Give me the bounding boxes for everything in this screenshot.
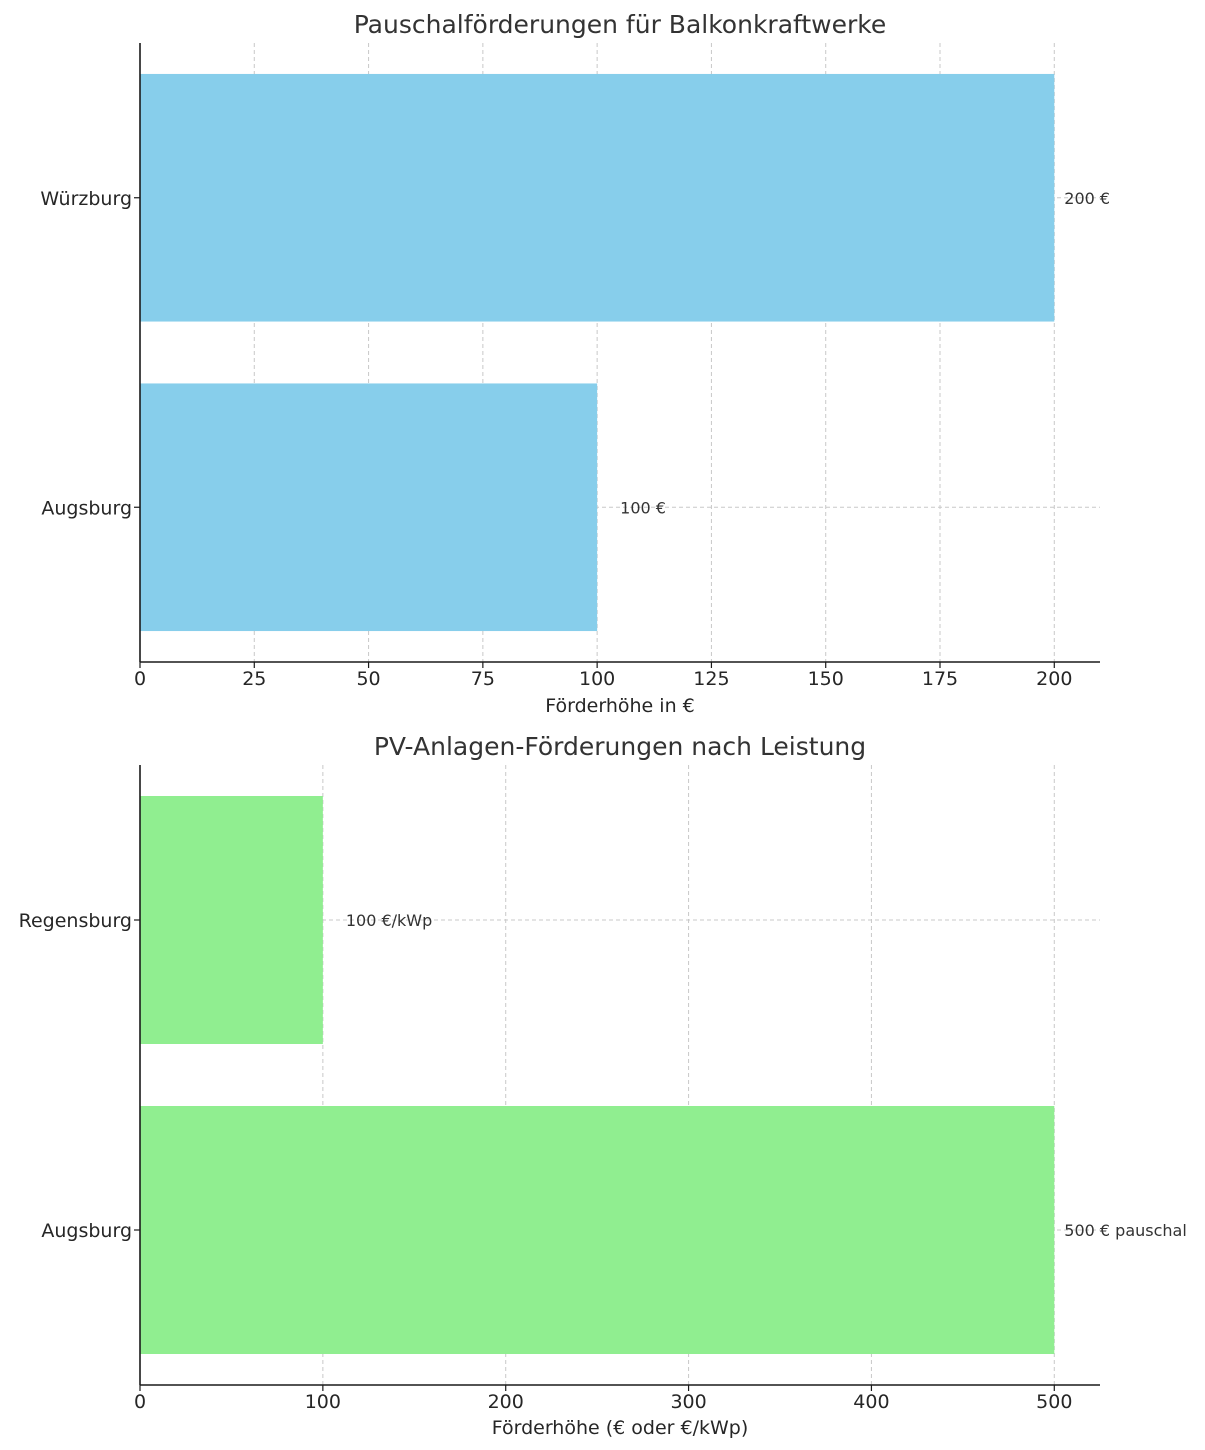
chart-title: PV-Anlagen-Förderungen nach Leistung xyxy=(374,732,866,761)
y-tick-label: Augsburg xyxy=(41,1220,132,1242)
y-tick-label: Regensburg xyxy=(19,910,132,932)
axes: 0 25 50 75 100 125 150 175 200 Würzburg Augsburg xyxy=(40,43,1100,690)
x-axis-label: Förderhöhe in € xyxy=(545,695,694,717)
data-label: 100 € xyxy=(620,498,666,517)
x-tick-label: 50 xyxy=(356,668,380,690)
x-tick-label: 100 xyxy=(305,1391,341,1413)
x-tick-label: 75 xyxy=(471,668,495,690)
y-tick-label: Augsburg xyxy=(41,497,132,519)
data-label: 200 € xyxy=(1064,189,1110,208)
x-tick-label: 125 xyxy=(693,668,729,690)
data-labels: 200 € 100 € xyxy=(620,189,1110,518)
chart-title: Pauschalförderungen für Balkonkraftwerke xyxy=(354,10,887,39)
y-tick-label: Würzburg xyxy=(40,188,132,210)
x-tick-label: 150 xyxy=(808,668,844,690)
bar-würzburg xyxy=(140,73,1055,322)
x-tick-label: 25 xyxy=(242,668,266,690)
x-axis-label: Förderhöhe (€ oder €/kWp) xyxy=(492,1417,749,1439)
x-tick-label: 0 xyxy=(134,668,146,690)
x-tick-label: 300 xyxy=(670,1391,706,1413)
x-tick-label: 175 xyxy=(922,668,958,690)
x-tick-label: 500 xyxy=(1036,1391,1072,1413)
x-tick-label: 100 xyxy=(579,668,615,690)
bars xyxy=(140,796,1055,1354)
data-label: 500 € pauschal xyxy=(1064,1221,1187,1240)
bar-augsburg xyxy=(140,1106,1055,1354)
x-tick-label: 200 xyxy=(1036,668,1072,690)
x-tick-label: 200 xyxy=(488,1391,524,1413)
data-label: 100 €/kWp xyxy=(346,911,432,930)
x-tick-label: 400 xyxy=(853,1391,889,1413)
x-tick-label: 0 xyxy=(134,1391,146,1413)
bar-regensburg xyxy=(140,796,323,1044)
axes: 0 100 200 300 400 500 Regensburg Augsburg xyxy=(19,765,1100,1413)
data-labels: 100 €/kWp 500 € pauschal xyxy=(346,911,1187,1240)
pv-anlagen-chart: PV-Anlagen-Förderungen nach Leistung 100… xyxy=(19,732,1187,1439)
balkonkraftwerke-chart: Pauschalförderungen für Balkonkraftwerke… xyxy=(40,10,1110,717)
bars xyxy=(140,73,1055,632)
bar-augsburg xyxy=(140,383,598,632)
